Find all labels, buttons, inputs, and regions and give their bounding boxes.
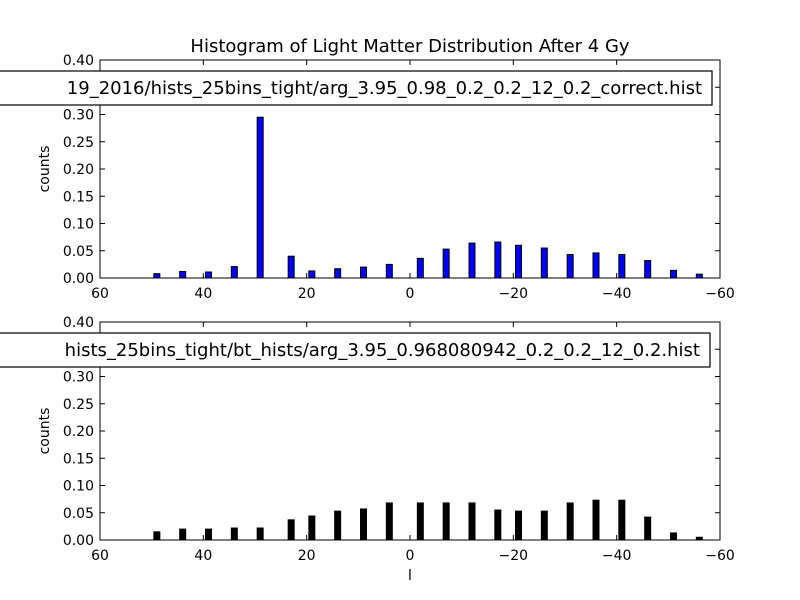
x-tick-label: 40: [194, 548, 212, 564]
histogram-bar: [308, 515, 316, 541]
histogram-bar: [670, 269, 677, 279]
subplot-2: 0.000.050.100.150.200.250.300.350.406040…: [0, 315, 735, 584]
histogram-bar: [644, 260, 652, 279]
histogram-bar: [385, 263, 393, 279]
x-tick-label: 0: [406, 286, 415, 302]
x-tick-label: −40: [602, 548, 632, 564]
y-tick-label: 0.00: [63, 271, 94, 287]
y-tick-label: 0.05: [63, 244, 94, 260]
histogram-bar: [644, 516, 652, 541]
histogram-bar: [360, 508, 367, 541]
y-tick-label: 0.15: [63, 451, 94, 467]
histogram-bar: [179, 270, 187, 279]
x-tick-label: 20: [298, 548, 316, 564]
y-tick-label: 0.20: [63, 162, 94, 178]
chart-title: Histogram of Light Matter Distribution A…: [190, 36, 629, 57]
histogram-bar: [230, 527, 238, 541]
y-tick-label: 0.25: [63, 397, 94, 413]
histogram-bar: [334, 268, 342, 279]
x-tick-label: 60: [91, 548, 109, 564]
histogram-bar: [515, 510, 522, 541]
histogram-bar: [205, 528, 212, 541]
histogram-bar: [442, 248, 450, 279]
histogram-bar: [256, 527, 264, 541]
legend-box: [0, 332, 711, 368]
histogram-bar: [695, 273, 703, 279]
histogram-bar: [360, 266, 367, 279]
histogram-bar: [618, 499, 626, 541]
histogram-bar: [540, 247, 548, 279]
y-tick-label: 0.30: [63, 108, 94, 124]
histogram-bar: [205, 271, 212, 279]
histogram-bar: [153, 531, 161, 541]
histogram-bar: [256, 116, 264, 279]
y-tick-label: 0.40: [63, 53, 94, 69]
x-tick-label: −60: [705, 548, 735, 564]
x-tick-label: −20: [499, 548, 529, 564]
histogram-bar: [442, 502, 450, 541]
histogram-bar: [287, 255, 295, 279]
y-tick-label: 0.25: [63, 135, 94, 151]
histogram-bar: [153, 273, 161, 279]
histogram-bar: [416, 257, 424, 279]
axes-frame: [99, 59, 721, 279]
histogram-bar: [566, 502, 574, 541]
y-axis-label: counts: [37, 146, 53, 193]
x-tick-label: 60: [91, 286, 109, 302]
x-tick-label: 0: [406, 548, 415, 564]
x-axis-label: l: [408, 568, 412, 584]
histogram-bar: [566, 254, 574, 279]
legend-label: 19_2016/hists_25bins_tight/arg_3.95_0.98…: [67, 78, 702, 99]
x-tick-label: 20: [298, 286, 316, 302]
histogram-bar: [179, 528, 187, 541]
y-tick-label: 0.00: [63, 533, 94, 549]
axes-frame: [99, 321, 721, 541]
histogram-bar: [385, 502, 393, 541]
histogram-bar: [515, 244, 522, 279]
x-tick-label: −60: [705, 286, 735, 302]
histogram-bar: [334, 510, 342, 541]
histogram-bar: [592, 499, 600, 541]
histogram-bar: [670, 532, 677, 541]
histogram-bar: [468, 242, 476, 279]
histogram-bar: [494, 241, 502, 279]
legend-label: hists_25bins_tight/bt_hists/arg_3.95_0.9…: [65, 340, 700, 361]
histogram-bar: [416, 502, 424, 541]
y-tick-label: 0.10: [63, 217, 94, 233]
y-tick-label: 0.15: [63, 189, 94, 205]
x-tick-label: −40: [602, 286, 632, 302]
histogram-bar: [308, 270, 316, 279]
y-axis-label: counts: [37, 408, 53, 455]
histogram-bar: [540, 510, 548, 541]
histogram-bar: [618, 254, 626, 279]
subplot-1: 0.000.050.100.150.200.250.300.350.406040…: [0, 53, 735, 302]
y-tick-label: 0.10: [63, 479, 94, 495]
x-tick-label: −20: [499, 286, 529, 302]
y-tick-label: 0.30: [63, 370, 94, 386]
histogram-bar: [230, 266, 238, 279]
y-tick-label: 0.05: [63, 506, 94, 522]
histogram-bar: [287, 519, 295, 541]
legend-box: [0, 70, 713, 106]
y-tick-label: 0.20: [63, 424, 94, 440]
x-tick-label: 40: [194, 286, 212, 302]
y-tick-label: 0.40: [63, 315, 94, 331]
histogram-bar: [592, 252, 600, 279]
histogram-bar: [468, 502, 476, 541]
histogram-bar: [494, 509, 502, 541]
